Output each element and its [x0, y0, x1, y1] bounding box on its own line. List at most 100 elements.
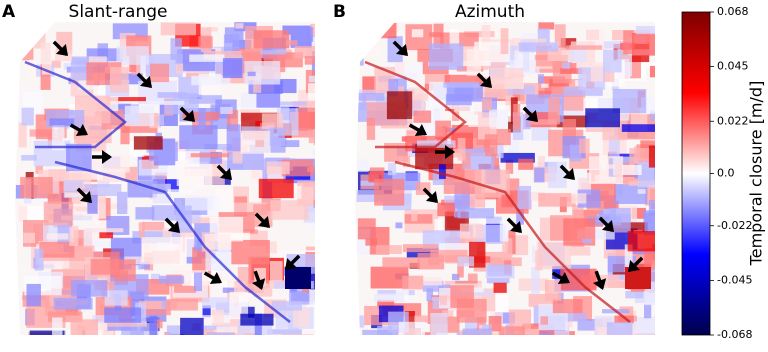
map-texture	[20, 176, 53, 198]
map-texture	[491, 153, 500, 177]
map-texture	[282, 334, 314, 335]
map-texture	[449, 28, 460, 53]
map-texture	[313, 128, 315, 146]
map-texture	[386, 91, 413, 120]
map-texture	[54, 49, 73, 62]
map-texture	[91, 155, 130, 173]
map-texture	[531, 266, 540, 295]
map-texture	[366, 117, 376, 140]
map-texture	[229, 291, 249, 320]
map-texture	[149, 315, 158, 335]
map-texture	[253, 334, 284, 335]
arrow-head	[557, 271, 570, 285]
map-texture	[569, 144, 582, 162]
map-texture	[70, 319, 99, 335]
map-texture	[29, 330, 66, 335]
map-texture	[475, 224, 506, 243]
map-texture	[19, 35, 34, 61]
map-texture	[169, 333, 181, 335]
arrow	[136, 72, 152, 88]
map-texture	[206, 332, 235, 335]
map-texture	[46, 110, 85, 128]
map-texture	[544, 280, 562, 301]
map-texture	[204, 234, 231, 250]
map-texture	[179, 125, 218, 149]
map-texture	[454, 210, 461, 218]
map-texture	[614, 183, 648, 205]
arrow-head	[414, 123, 427, 137]
map-texture	[577, 229, 615, 240]
map-texture	[240, 130, 271, 154]
arrow	[392, 40, 408, 56]
map-texture	[64, 192, 90, 198]
map-texture	[444, 74, 483, 84]
map-texture	[84, 184, 122, 196]
map-texture	[452, 102, 460, 122]
map-texture	[552, 299, 583, 314]
map-texture	[267, 329, 302, 335]
map-texture	[654, 175, 655, 182]
map-texture	[312, 148, 315, 156]
map-texture	[370, 266, 409, 289]
map-texture	[422, 280, 444, 292]
map-texture	[487, 264, 513, 277]
map-texture	[172, 93, 198, 102]
map-texture	[358, 92, 385, 101]
map-texture	[508, 130, 519, 157]
map-texture	[309, 283, 315, 306]
arrow-head	[445, 145, 455, 159]
map-texture	[190, 153, 230, 158]
panel-label: B	[333, 2, 346, 22]
map-texture	[408, 87, 425, 110]
arrow	[52, 40, 68, 56]
map-texture	[314, 74, 315, 84]
map-texture	[198, 108, 206, 131]
map-texture	[52, 125, 65, 151]
map-texture	[35, 165, 43, 174]
map-texture	[437, 202, 455, 217]
map-texture	[303, 203, 315, 223]
map-texture	[395, 62, 405, 77]
arrow	[559, 164, 575, 180]
map-texture	[608, 135, 620, 159]
map-texture	[462, 328, 492, 335]
map-texture	[356, 44, 364, 66]
map-texture	[149, 63, 170, 83]
map-texture	[40, 42, 51, 71]
arrow	[628, 256, 644, 272]
map-texture	[486, 277, 510, 284]
map-texture	[457, 256, 475, 267]
map-texture	[518, 334, 546, 335]
map-texture	[52, 317, 63, 335]
map-texture	[130, 323, 144, 335]
map-texture	[603, 41, 631, 49]
arrow	[593, 270, 607, 290]
map-texture	[204, 143, 233, 150]
map-texture	[481, 25, 491, 50]
arrow-head	[182, 109, 195, 122]
map-texture	[548, 97, 560, 125]
map-texture	[654, 315, 655, 335]
map-texture	[87, 194, 98, 214]
map-panel	[355, 22, 655, 335]
arrow-head	[257, 215, 270, 228]
map-texture	[541, 83, 549, 88]
map-texture	[431, 297, 442, 302]
map-texture	[464, 31, 495, 38]
map-texture	[577, 319, 603, 331]
map-texture	[308, 75, 315, 83]
map-texture	[537, 74, 545, 84]
map-texture	[565, 45, 603, 50]
map-texture	[411, 211, 418, 222]
map-texture	[313, 176, 315, 200]
arrow-head	[425, 190, 438, 203]
map-texture	[417, 140, 456, 148]
map-texture	[499, 220, 509, 242]
map-panel	[15, 22, 315, 335]
arrow-head	[139, 75, 152, 88]
map-texture	[154, 319, 163, 329]
map-texture	[374, 293, 405, 302]
arrow-head	[209, 271, 222, 285]
map-texture	[96, 203, 129, 210]
map-texture	[621, 124, 655, 132]
